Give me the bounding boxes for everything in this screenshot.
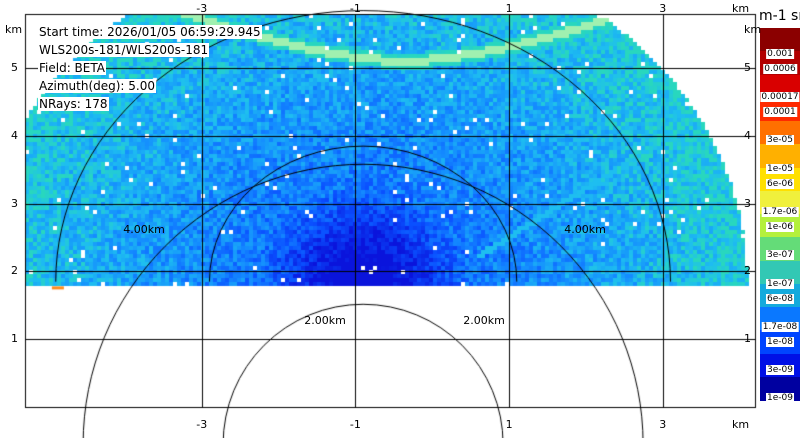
y-unit-label: km xyxy=(5,23,23,36)
x-unit-label-top: km xyxy=(732,2,750,15)
colorbar-swatch xyxy=(760,28,800,52)
colorbar-swatch xyxy=(760,260,800,285)
x-tick-label-top: 3 xyxy=(659,2,667,15)
colorbar-label: 1.7e-06 xyxy=(761,207,799,217)
azimuth-label: Azimuth(deg): 5.00 xyxy=(38,79,157,93)
x-tick-label-bottom: -1 xyxy=(349,418,361,431)
range-ring-label: 4.00km xyxy=(123,223,165,236)
y-unit-label-right: km xyxy=(744,23,762,36)
info-box: Start time: 2026/01/05 06:59:29.945 WLS2… xyxy=(38,25,262,115)
nrays-label: NRays: 178 xyxy=(38,97,109,111)
range-ring-label: 4.00km xyxy=(564,223,606,236)
colorbar-label: 0.00017 xyxy=(760,92,800,102)
colorbar-label: 0.001 xyxy=(766,49,794,59)
y-tick-label-right: 4 xyxy=(744,128,751,142)
colorbar-label: 1e-09 xyxy=(766,393,794,403)
x-tick-label-top: 1 xyxy=(505,2,513,15)
y-tick-label-left: 5 xyxy=(11,61,18,75)
field-label: Field: BETA xyxy=(38,61,106,75)
colorbar-swatch xyxy=(760,144,800,168)
y-tick-label-right: 1 xyxy=(744,332,751,346)
x-unit-label-bottom: km xyxy=(732,418,750,431)
range-ring-label: 2.00km xyxy=(304,314,346,327)
colorbar-label: 1e-07 xyxy=(766,279,794,289)
colorbar-label: 1e-08 xyxy=(766,337,794,347)
station-label: WLS200s-181/WLS200s-181 xyxy=(38,43,210,57)
x-tick-label-top: -3 xyxy=(196,2,208,15)
colorbar-label: 1e-05 xyxy=(766,164,794,174)
y-tick-label-left: 1 xyxy=(11,332,18,346)
range-ring-label: 2.00km xyxy=(463,314,505,327)
start-time-label: Start time: 2026/01/05 06:59:29.945 xyxy=(38,25,262,39)
colorbar-label: 0.0006 xyxy=(763,64,797,74)
y-tick-label-right: 2 xyxy=(744,264,751,278)
x-tick-label-bottom: -3 xyxy=(196,418,208,431)
y-tick-label-left: 4 xyxy=(11,128,18,142)
x-tick-label-bottom: 1 xyxy=(505,418,513,431)
colorbar-title: m-1 sr-1 xyxy=(759,8,800,24)
x-tick-label-top: -1 xyxy=(349,2,361,15)
y-tick-label-right: 3 xyxy=(744,196,751,210)
colorbar-label: 3e-07 xyxy=(766,250,794,260)
colorbar-label: 3e-09 xyxy=(766,365,794,375)
colorbar-label: 3e-05 xyxy=(766,135,794,145)
colorbar-label: 1.7e-08 xyxy=(761,322,799,332)
colorbar-label: 6e-08 xyxy=(766,294,794,304)
y-tick-label-left: 2 xyxy=(11,264,18,278)
y-tick-label-right: 5 xyxy=(744,61,751,75)
colorbar-label: 0.0001 xyxy=(763,107,797,117)
y-tick-label-left: 3 xyxy=(11,196,18,210)
colorbar-label: 1e-06 xyxy=(766,222,794,232)
x-tick-label-bottom: 3 xyxy=(659,418,667,431)
colorbar-label: 6e-06 xyxy=(766,179,794,189)
